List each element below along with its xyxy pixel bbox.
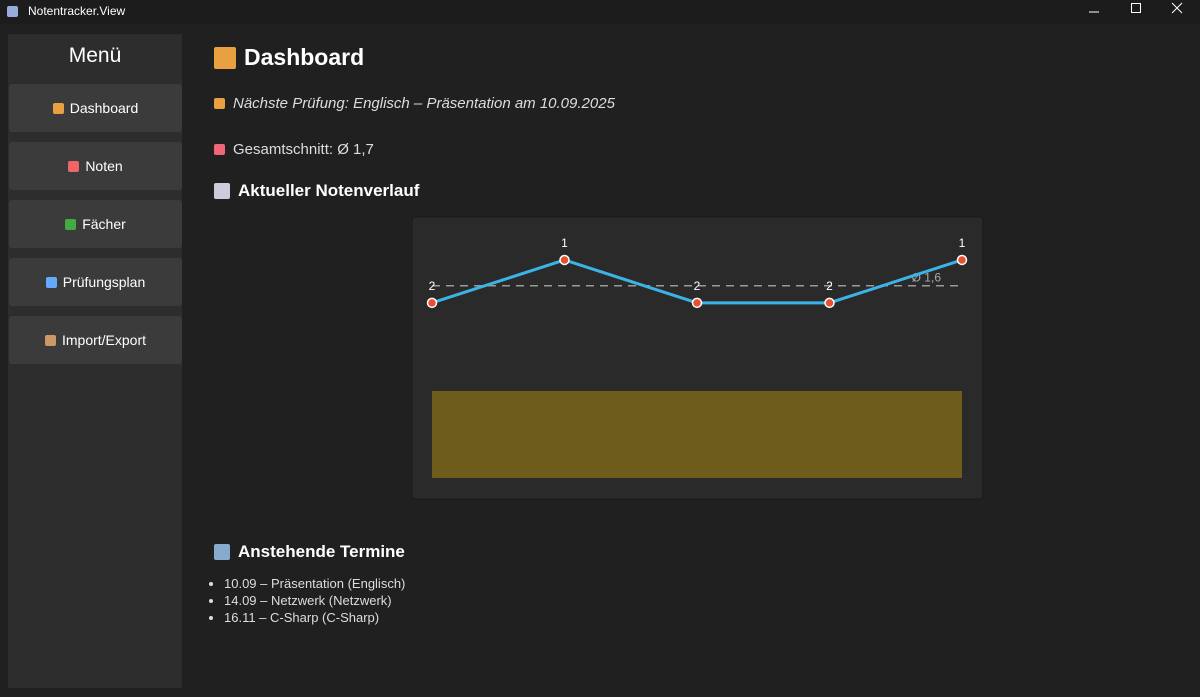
menu-button[interactable]: Fächer bbox=[9, 200, 182, 248]
chart-band bbox=[432, 391, 962, 478]
grade-point bbox=[691, 297, 703, 309]
close[interactable] bbox=[1171, 2, 1183, 14]
appointment: 14.09 – Netzwerk (Netzwerk) bbox=[224, 592, 624, 609]
reference-label: Ø 1,6 bbox=[912, 271, 942, 285]
appointment: 10.09 – Präsentation (Englisch) bbox=[224, 575, 624, 592]
menu-button[interactable]: Noten bbox=[9, 142, 182, 190]
menu-title: Menü bbox=[68, 44, 122, 67]
page-title: Dashboard bbox=[244, 44, 365, 70]
maximize[interactable] bbox=[1131, 3, 1141, 13]
value-label: 2 bbox=[826, 279, 833, 293]
menu-label: Prüfungsplan bbox=[62, 274, 146, 290]
menu-button[interactable]: Prüfungsplan bbox=[9, 258, 182, 306]
appointment-list: 10.09 – Präsentation (Englisch) 14.09 – … bbox=[212, 575, 624, 626]
value-label: 2 bbox=[694, 279, 701, 293]
title-bar: Notentracker.View bbox=[0, 0, 1200, 24]
value-label: 1 bbox=[561, 236, 568, 250]
grade-line bbox=[431, 258, 963, 305]
appointment: 16.11 – C-Sharp (C-Sharp) bbox=[224, 609, 624, 626]
menu-label: Fächer bbox=[82, 216, 126, 232]
value-label: 2 bbox=[429, 279, 436, 293]
overall-average: Gesamtschnitt: Ø 1,7 bbox=[233, 141, 374, 158]
menu-label: Import/Export bbox=[61, 332, 147, 348]
value-label: 1 bbox=[959, 236, 966, 250]
window-controls[interactable] bbox=[0, 0, 1200, 24]
next-exam: Nächste Prüfung: Englisch – Präsentation… bbox=[233, 95, 615, 112]
page-heading: Dashboard bbox=[214, 44, 364, 71]
menu-button[interactable]: Dashboard bbox=[9, 84, 182, 132]
grade-point bbox=[824, 297, 835, 309]
chart-panel bbox=[411, 216, 984, 500]
sidebar: Menü Dashboard Noten Fächer Prüfungsplan… bbox=[8, 34, 182, 688]
appointments-heading: Anstehende Termine bbox=[238, 542, 405, 561]
grade-point bbox=[956, 254, 968, 266]
menu-label: Dashboard bbox=[69, 100, 139, 116]
app-icon bbox=[7, 6, 18, 17]
grade-point bbox=[426, 297, 438, 309]
menu-button[interactable]: Import/Export bbox=[9, 316, 182, 364]
grade-point bbox=[559, 254, 570, 266]
menu-label: Noten bbox=[85, 158, 123, 174]
window-title: Notentracker.View bbox=[28, 4, 126, 18]
chart-heading: Aktueller Notenverlauf bbox=[238, 181, 420, 200]
